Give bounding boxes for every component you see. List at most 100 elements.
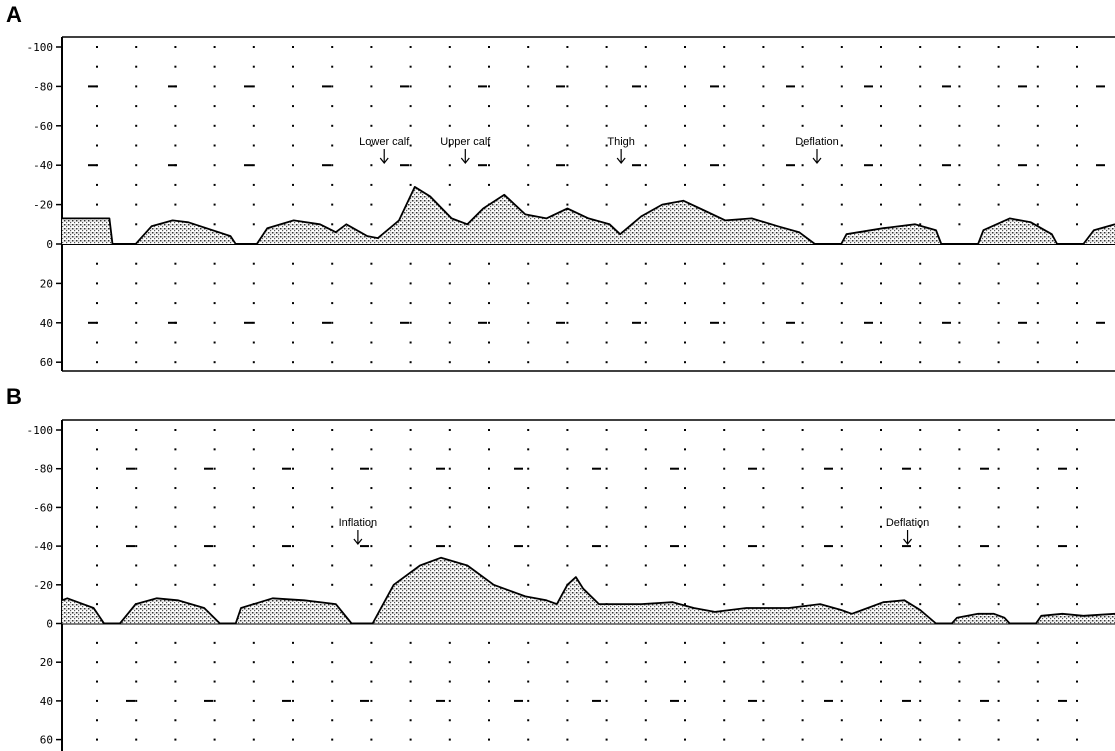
- panel-b-grid-dot: [331, 738, 334, 741]
- panel-a-grid-dot: [292, 65, 294, 68]
- panel-b-grid-dot: [488, 487, 490, 490]
- panel-b-grid-dot: [527, 487, 530, 490]
- panel-a-grid-dot: [566, 65, 569, 68]
- panel-a-grid-dot: [252, 85, 255, 88]
- panel-b-grid-dot: [644, 699, 647, 702]
- panel-a-grid-dot: [1036, 65, 1039, 68]
- panel-b-grid-dot: [174, 545, 177, 548]
- panel-b-grid-dot: [292, 564, 294, 567]
- panel-b-grid-dot: [997, 738, 1000, 741]
- panel-b-grid-dot: [1036, 525, 1039, 528]
- panel-a-grid-dot: [840, 341, 843, 344]
- panel-b-grid-dot: [292, 429, 294, 431]
- panel-a-grid-dot: [1036, 321, 1039, 324]
- panel-a-grid-dot: [448, 262, 451, 265]
- panel-a-grid-dot: [252, 361, 255, 364]
- panel-b-grid-dot: [723, 506, 726, 509]
- panel-b-grid-dot: [252, 487, 255, 490]
- panel-a-grid-dot: [762, 341, 765, 344]
- panel-a-grid-dot: [527, 65, 530, 68]
- panel-a-grid-dot: [644, 144, 647, 147]
- panel-a-grid-dot: [331, 183, 334, 186]
- panel-b-grid-dot: [527, 719, 530, 722]
- panel-b-grid-dot: [135, 506, 138, 509]
- panel-b-grid-dot: [409, 525, 412, 528]
- panel-a-grid-dot: [801, 361, 804, 364]
- panel-b-grid-dot: [684, 738, 686, 741]
- panel-a-grid-dot: [527, 302, 530, 305]
- panel-a-grid-dot: [840, 223, 843, 226]
- panel-b-grid-dot: [840, 603, 843, 606]
- panel-a-grid-dash: [244, 321, 253, 324]
- panel-b-grid-dot: [801, 699, 804, 702]
- panel-a-grid-dot: [880, 183, 882, 186]
- panel-a-grid-dot: [840, 124, 843, 127]
- panel-a-grid-dot: [1036, 341, 1039, 344]
- panel-b-grid-dot: [997, 583, 1000, 586]
- panel-a-grid-dot: [370, 321, 373, 324]
- panel-a-grid-dot: [488, 321, 490, 324]
- panel-b-grid-dot: [840, 699, 843, 702]
- panel-b-y-tick-label: 40: [40, 695, 53, 708]
- panel-b-grid-dot: [919, 564, 922, 567]
- panel-a-grid-dot: [96, 124, 98, 127]
- panel-a-grid-dash: [322, 321, 331, 324]
- panel-a-grid-dot: [1036, 183, 1039, 186]
- panel-b-grid-dot: [527, 699, 530, 702]
- panel-a-grid-dot: [448, 144, 451, 147]
- panel-b-grid-dot: [684, 583, 686, 586]
- panel-b-grid-dot: [96, 738, 98, 741]
- panel-b-grid-dot: [448, 506, 451, 509]
- panel-b-grid-dot: [488, 545, 490, 548]
- panel-a-grid-dash: [710, 164, 719, 167]
- panel-b-grid-dot: [174, 564, 177, 567]
- panel-b-grid-dot: [997, 545, 1000, 548]
- panel-a-grid-dot: [292, 105, 294, 108]
- panel-a-grid-dash: [400, 85, 409, 88]
- panel-b-grid-dash: [748, 467, 757, 470]
- panel-b-grid-dash: [204, 545, 213, 548]
- panel-b-grid-dot: [96, 661, 98, 664]
- panel-b-grid-dot: [370, 680, 373, 683]
- panel-b-grid-dot: [370, 506, 373, 509]
- panel-a-grid-dot: [644, 46, 647, 48]
- panel-b-grid-dot: [331, 467, 334, 470]
- panel-b-grid-dot: [723, 525, 726, 528]
- panel-a-grid-dot: [723, 262, 726, 265]
- panel-a-grid-dot: [919, 223, 922, 226]
- panel-a-grid-dot: [1076, 341, 1078, 344]
- panel-a-grid-dot: [840, 85, 843, 88]
- panel-a-grid-dot: [919, 164, 922, 167]
- panel-b-grid-dot: [174, 506, 177, 509]
- panel-b-grid-dot: [174, 448, 177, 451]
- panel-b-grid-dot: [96, 467, 98, 470]
- panel-a-grid-dot: [958, 341, 961, 344]
- panel-a-grid-dot: [1076, 223, 1078, 226]
- panel-a-grid-dot: [644, 124, 647, 127]
- panel-b-grid-dot: [331, 641, 334, 644]
- panel-a-grid-dot: [840, 183, 843, 186]
- panel-a-grid-dot: [331, 341, 334, 344]
- panel-a-grid-dot: [1036, 361, 1039, 364]
- panel-b-grid-dash: [126, 467, 135, 470]
- panel-a-grid-dot: [135, 223, 138, 226]
- panel-b-grid-dash: [670, 467, 679, 470]
- panel-a-grid-dot: [723, 164, 726, 167]
- panel-a-grid-dot: [409, 124, 412, 127]
- panel-a-grid-dot: [880, 223, 882, 226]
- panel-b-grid-dot: [880, 467, 882, 470]
- panel-b-grid-dot: [762, 641, 765, 644]
- panel-a-grid-dot: [1036, 203, 1039, 206]
- panel-a-grid-dot: [527, 144, 530, 147]
- panel-a-grid-dash: [168, 321, 177, 324]
- panel-a-grid-dash: [632, 164, 641, 167]
- panel-a-grid-dot: [135, 282, 138, 285]
- panel-a-grid-dot: [644, 85, 647, 88]
- panel-b-grid-dot: [1076, 699, 1078, 702]
- panel-b-grid-dot: [135, 429, 138, 431]
- panel-b-grid-dot: [880, 738, 882, 741]
- panel-b-grid-dash: [126, 545, 135, 548]
- panel-b-grid-dot: [684, 545, 686, 548]
- panel-a-grid-dot: [488, 105, 490, 108]
- panel-a-grid-dot: [997, 282, 1000, 285]
